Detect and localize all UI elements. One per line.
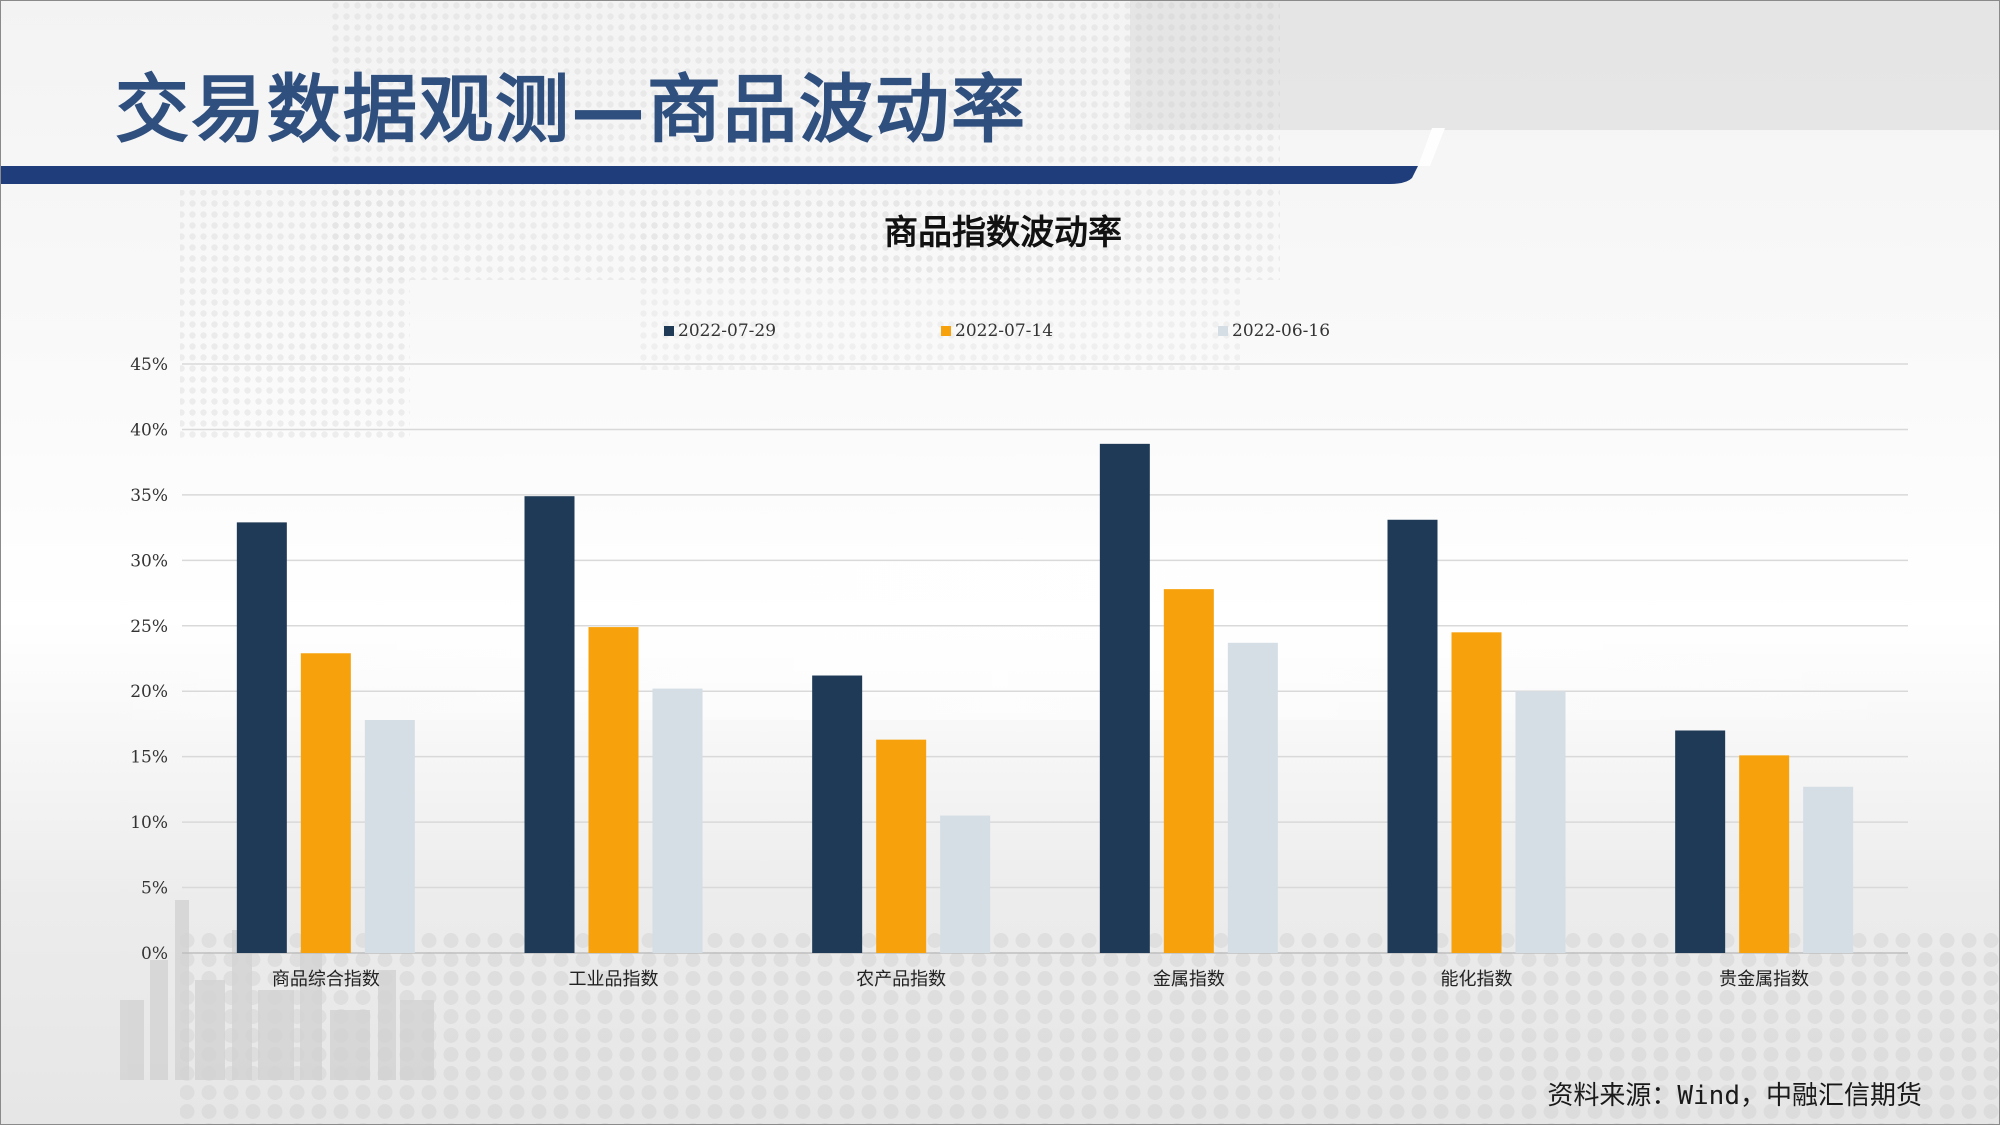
y-tick-label: 0% [141,944,168,964]
bar-4-series-2 [1163,589,1214,953]
legend-entry: 2022-07-14 [955,321,1053,341]
y-tick-label: 20% [130,682,168,702]
legend-entry: 2022-07-29 [678,321,776,341]
bar-1-series-1 [236,522,287,953]
city-skyline [120,900,434,1080]
world-map-dots [180,0,1280,440]
header-bar [0,128,1445,184]
x-category-label: 商品综合指数 [272,969,380,990]
bar-1-series-2 [300,653,351,953]
legend-swatch [664,326,674,336]
chart-legend: 2022-07-29 2022-07-14 2022-06-16 [664,321,1330,341]
legend-swatch [1218,326,1228,336]
bar-5-series-2 [1451,632,1502,953]
y-tick-label: 10% [130,813,168,833]
x-category-label: 金属指数 [1153,969,1225,990]
bar-3-series-3 [940,815,991,953]
x-category-label: 工业品指数 [569,969,659,990]
legend-swatch [941,326,951,336]
bar-1-series-3 [364,720,415,953]
chart-bars [236,443,1854,953]
y-tick-label: 45% [130,355,168,375]
y-tick-label: 35% [130,486,168,506]
slide-title: 交易数据观测—商品波动率 [115,67,1027,153]
source-note: 资料来源：Wind，中融汇信期货 [1547,1081,1922,1111]
bar-6-series-3 [1803,786,1854,953]
bar-2-series-3 [652,688,703,953]
bar-2-series-2 [588,627,639,953]
bar-6-series-2 [1739,755,1790,953]
bar-3-series-1 [812,675,863,953]
y-tick-label: 40% [130,420,168,440]
y-tick-label: 25% [130,617,168,637]
hexagon-floor [180,930,2000,1125]
x-category-label: 农产品指数 [856,969,946,990]
chart-y-axis: 0% 5% 10% 15% 20% 25% 30% 35% 40% 45% [130,355,168,964]
bar-2-series-1 [524,496,575,953]
bar-5-series-3 [1515,691,1566,953]
x-category-label: 贵金属指数 [1719,969,1809,990]
bar-4-series-1 [1099,443,1150,953]
y-tick-label: 30% [130,551,168,571]
legend-entry: 2022-06-16 [1232,321,1330,341]
y-tick-label: 15% [130,748,168,768]
y-tick-label: 5% [141,879,168,899]
bar-5-series-1 [1387,519,1438,953]
chart-gridlines [182,363,1908,954]
chart-x-axis: 商品综合指数 工业品指数 农产品指数 金属指数 能化指数 贵金属指数 [272,969,1809,990]
bar-4-series-3 [1227,642,1278,953]
x-category-label: 能化指数 [1441,969,1513,990]
chart-title: 商品指数波动率 [884,213,1122,253]
bar-3-series-2 [876,739,927,953]
bar-6-series-1 [1675,730,1726,953]
